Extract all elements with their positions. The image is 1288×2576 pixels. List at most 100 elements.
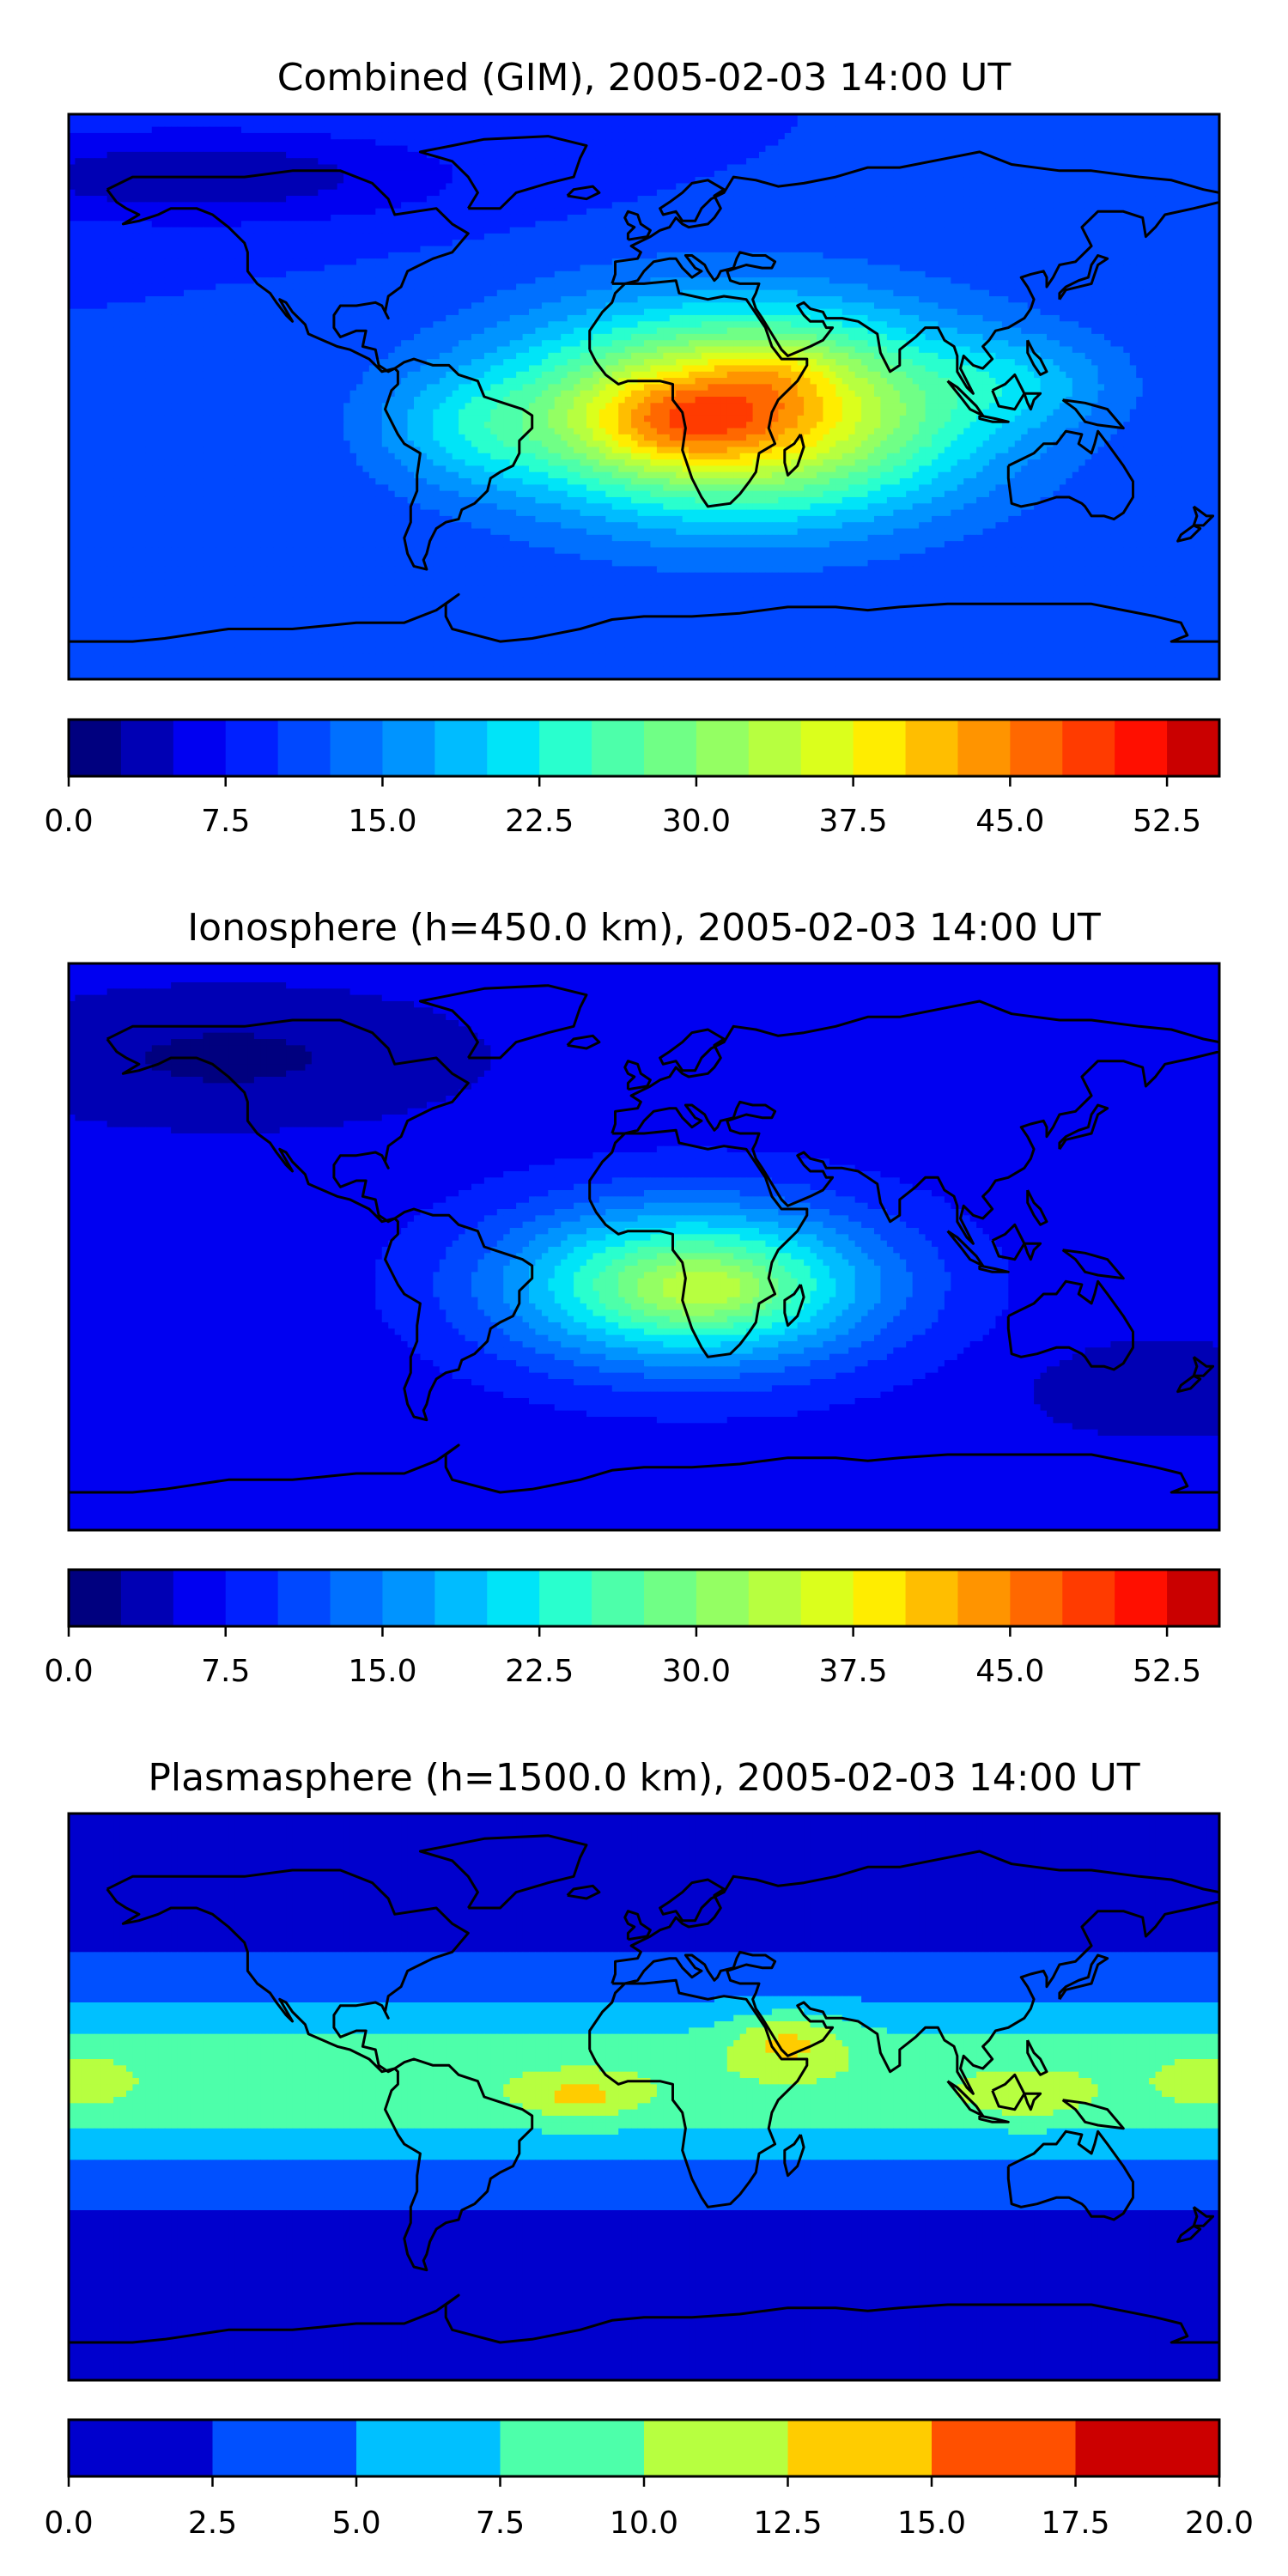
coastline <box>1023 1242 1042 1261</box>
panel-title: Plasmasphere (h=1500.0 km), 2005-02-03 1… <box>148 1756 1139 1800</box>
colorbar-segment <box>120 1570 174 1626</box>
colorbar-segment <box>69 720 122 776</box>
coastline <box>1026 339 1048 376</box>
coastline <box>1058 254 1109 301</box>
coastline <box>1058 1953 1109 2001</box>
panel-ionosphere: Ionosphere (h=450.0 km), 2005-02-03 14:0… <box>44 906 1221 1689</box>
coastline <box>1061 398 1125 430</box>
coastline <box>1192 505 1215 527</box>
colorbar-segment <box>1062 1570 1115 1626</box>
coastline <box>418 984 588 1060</box>
coastline <box>1006 1279 1134 1371</box>
coastline <box>384 357 534 571</box>
colorbar-segment <box>225 1570 279 1626</box>
colorbar-tick-label: 10.0 <box>610 2506 678 2541</box>
colorbar-segment <box>592 720 645 776</box>
contour-map <box>69 114 1219 679</box>
colorbar-segment <box>957 720 1011 776</box>
colorbar-segment <box>330 1570 383 1626</box>
colorbar-segment <box>69 2420 213 2476</box>
colorbar-segment <box>696 720 750 776</box>
coastline <box>588 1978 809 2208</box>
colorbar-segment <box>382 1570 435 1626</box>
contour-map <box>69 963 1219 1530</box>
coastlines <box>69 135 1219 643</box>
colorbar-segment <box>1167 1570 1220 1626</box>
colorbar-segment <box>853 1570 907 1626</box>
coastline <box>978 414 1010 423</box>
colorbar-segment <box>356 2420 501 2476</box>
coastline <box>1026 1189 1048 1226</box>
colorbar-segment <box>932 2420 1076 2476</box>
colorbar-segment <box>277 1570 331 1626</box>
colorbar-tick-label: 0.0 <box>44 1654 93 1689</box>
coastline <box>1061 1249 1125 1280</box>
colorbar-segment <box>800 1570 854 1626</box>
colorbar-segment <box>173 720 227 776</box>
colorbar-segment <box>1062 720 1115 776</box>
coastline <box>783 2134 805 2178</box>
colorbar-segment <box>225 720 279 776</box>
coastline <box>978 2114 1010 2123</box>
colorbar-segment <box>500 2420 645 2476</box>
colorbar-segment <box>644 2420 788 2476</box>
colorbar-tick-label: 7.5 <box>201 1654 250 1689</box>
colorbar: 0.0 7.5 15.0 22.5 30.0 37.5 45.0 52.5 <box>44 718 1221 839</box>
coastline <box>1192 1356 1215 1377</box>
colorbar: 0.0 7.5 15.0 22.5 30.0 37.5 45.0 52.5 <box>44 1568 1221 1689</box>
coastline <box>783 434 805 477</box>
colorbar-segment <box>957 1570 1011 1626</box>
coastline <box>991 1223 1026 1261</box>
colorbar-segment <box>644 1570 697 1626</box>
coastline <box>611 1850 1219 2095</box>
colorbar-segment <box>173 1570 227 1626</box>
colorbar-tick-label: 15.0 <box>897 2506 966 2541</box>
coastline <box>69 592 1219 643</box>
coastline <box>1176 524 1202 543</box>
coastline <box>611 999 1219 1245</box>
coastline <box>611 150 1219 395</box>
colorbar-tick-label: 17.5 <box>1041 2506 1109 2541</box>
coastline <box>106 1018 470 1224</box>
colorbar-tick-label: 7.5 <box>476 2506 525 2541</box>
map-frame <box>67 1812 1221 2382</box>
coastline <box>418 1834 588 1910</box>
panel-title: Combined (GIM), 2005-02-03 14:00 UT <box>277 56 1012 100</box>
colorbar-segment <box>1115 1570 1168 1626</box>
colorbar-segment <box>1167 720 1220 776</box>
map-frame <box>67 112 1221 681</box>
coastline <box>1058 1103 1109 1151</box>
contour-map <box>69 1814 1219 2380</box>
colorbar-tick-label: 52.5 <box>1133 1654 1201 1689</box>
colorbar-segment <box>539 720 592 776</box>
colorbar-segment <box>1115 720 1168 776</box>
colorbar-segment <box>748 1570 802 1626</box>
coastline <box>588 1128 809 1358</box>
coastline <box>1176 2224 1202 2244</box>
coastline <box>1176 1374 1202 1394</box>
colorbar-segment <box>905 1570 958 1626</box>
coastline <box>566 185 601 201</box>
colorbar-segment <box>644 720 697 776</box>
coastline <box>418 135 588 210</box>
colorbar-tick-label: 22.5 <box>505 1654 574 1689</box>
coastline <box>783 1284 805 1327</box>
colorbar-segment <box>69 1570 122 1626</box>
colorbar: 0.0 2.5 5.0 7.5 10.0 12.5 15.0 17.5 20.0 <box>44 2418 1254 2541</box>
colorbar-tick-label: 52.5 <box>1133 804 1201 839</box>
coastline <box>1192 2206 1215 2227</box>
colorbar-tick-label: 7.5 <box>201 804 250 839</box>
coastline <box>1061 2099 1125 2130</box>
coastline <box>978 1264 1010 1273</box>
coastline <box>69 2293 1219 2344</box>
colorbar-segment <box>1010 720 1063 776</box>
coastline <box>106 1868 470 2074</box>
coastline <box>69 1443 1219 1494</box>
coastline <box>1006 429 1134 521</box>
colorbar-tick-label: 30.0 <box>662 804 731 839</box>
coastline <box>1023 2092 1042 2111</box>
colorbar-tick-label: 37.5 <box>819 804 888 839</box>
coastline <box>566 1034 601 1050</box>
colorbar-segment <box>277 720 331 776</box>
